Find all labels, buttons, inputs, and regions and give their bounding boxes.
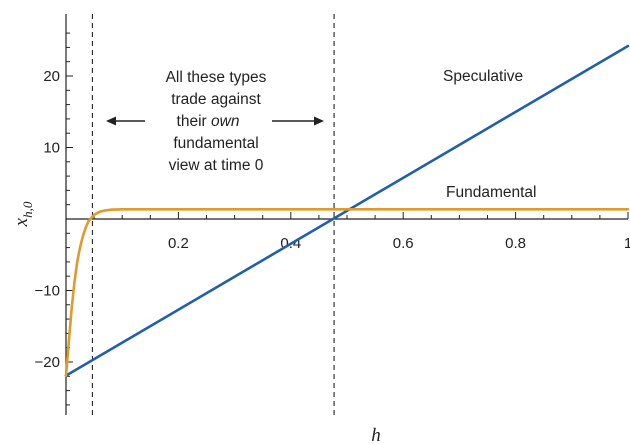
y-tick-label: −20 xyxy=(35,354,60,371)
fundamental-label: Fundamental xyxy=(446,184,536,201)
annotations: All these types trade against their own … xyxy=(106,68,536,201)
annotation-line-1: All these types xyxy=(166,69,267,86)
y-tick-label: 10 xyxy=(43,140,60,157)
series-speculative-line xyxy=(64,44,630,377)
y-axis-title-main: x xyxy=(11,217,32,227)
y-tick-label: −10 xyxy=(35,283,60,300)
y-tick-label: 20 xyxy=(43,68,60,85)
series-lines xyxy=(64,44,630,377)
annotation-line-4: fundamental xyxy=(173,135,258,152)
y-axis-title-sub: h,0 xyxy=(20,201,35,218)
annotation-line-5: view at time 0 xyxy=(169,157,264,174)
annotation-emphasis: own xyxy=(211,113,239,130)
double-arrow-right-head xyxy=(314,116,324,126)
annotation-line-2: trade against xyxy=(171,91,261,108)
vertical-reference-lines xyxy=(91,14,335,415)
x-axis-title: h xyxy=(371,425,381,444)
x-tick-label: 1 xyxy=(624,235,630,252)
double-arrow-left-head xyxy=(106,116,116,126)
x-tick-label: 0.8 xyxy=(505,235,526,252)
y-axis-title: xh,0 xyxy=(11,201,35,227)
x-tick-label: 0.6 xyxy=(393,235,414,252)
series-fundamental-line xyxy=(64,208,630,377)
annotation-line-3: their own xyxy=(177,113,240,130)
axis-labels: h xh,0 xyxy=(11,201,381,444)
x-tick-label: 0.2 xyxy=(168,235,189,252)
speculative-label: Speculative xyxy=(443,68,523,85)
